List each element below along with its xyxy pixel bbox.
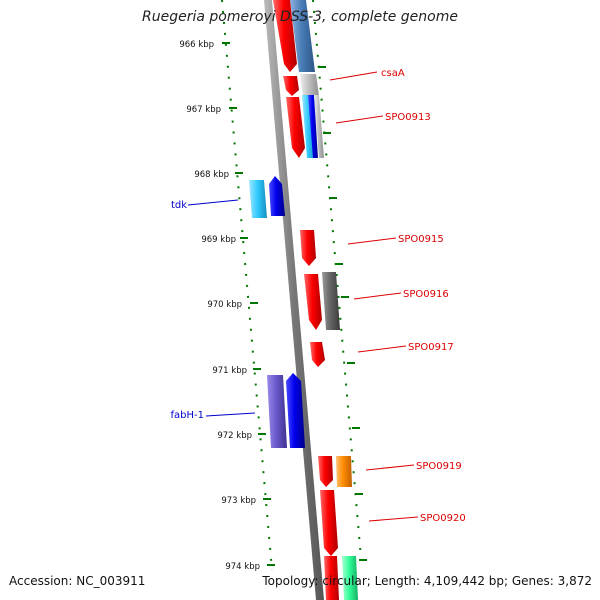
tick-label-973: 973 kbp [221, 496, 256, 506]
label-fabH-1[interactable]: fabH-1 [171, 410, 205, 421]
label-SPO0915[interactable]: SPO0915 [398, 234, 444, 245]
tick-label-971: 971 kbp [212, 366, 247, 376]
cds-SPO0919-red [318, 456, 333, 487]
tick-label-969: 969 kbp [201, 235, 236, 245]
tick-label-970: 970 kbp [207, 300, 242, 310]
gene-SPO0913-blue [308, 95, 318, 158]
ticks [222, 42, 275, 566]
right-ticks [318, 66, 367, 561]
cds-SPO0915-red [300, 230, 316, 266]
topology-text: Topology: circular; Length: 4,109,442 bp… [262, 574, 592, 588]
tick-label-968: 968 kbp [194, 170, 229, 180]
tick-labels: 966 kbp 967 kbp 968 kbp 969 kbp 970 kbp … [179, 40, 260, 572]
label-SPO0917[interactable]: SPO0917 [408, 342, 454, 353]
genome-backbone [264, 0, 324, 600]
genome-title: Ruegeria pomeroyi DSS-3, complete genome [142, 9, 458, 25]
left-dotted-guide [221, 0, 273, 571]
gene-SPO0919-orange [336, 456, 352, 487]
label-csaA[interactable]: csaA [381, 68, 405, 79]
label-tdk[interactable]: tdk [171, 200, 187, 211]
right-dotted-guide [312, 0, 363, 571]
tick-label-974: 974 kbp [225, 562, 260, 572]
label-SPO0920[interactable]: SPO0920 [420, 513, 466, 524]
cds-bottom-red [324, 556, 339, 600]
tick-label-966: 966 kbp [179, 40, 214, 50]
gene-fabH-1-blue [286, 373, 305, 448]
label-SPO0916[interactable]: SPO0916 [403, 289, 449, 300]
gene-SPO0913-gray [314, 95, 324, 158]
label-SPO0919[interactable]: SPO0919 [416, 461, 462, 472]
cds-csaA-red [283, 76, 299, 96]
cds-SPO0916-red [304, 274, 322, 330]
cds-SPO0920-red [320, 490, 338, 556]
accession-text: Accession: NC_003911 [9, 574, 146, 588]
gene-teal-bottom [342, 556, 358, 600]
gene-fabH-1-slate [267, 375, 287, 448]
label-SPO0913[interactable]: SPO0913 [385, 112, 431, 123]
tick-label-967: 967 kbp [186, 105, 221, 115]
gene-tdk-blue [269, 176, 285, 216]
gene-SPO0911-steel [290, 0, 315, 72]
leader-lines [187, 71, 419, 522]
cds-top-red [273, 0, 297, 72]
tick-label-972: 972 kbp [217, 431, 252, 441]
cds-SPO0913-red [286, 97, 305, 158]
gene-csaA-silver [300, 74, 319, 96]
gene-SPO0916-gray [322, 272, 340, 330]
gene-labels: csaA SPO0913 tdk SPO0915 SPO0916 SPO0917… [171, 68, 466, 524]
gene-tdk-cyan [249, 180, 267, 218]
cds-SPO0917-red [310, 342, 325, 367]
